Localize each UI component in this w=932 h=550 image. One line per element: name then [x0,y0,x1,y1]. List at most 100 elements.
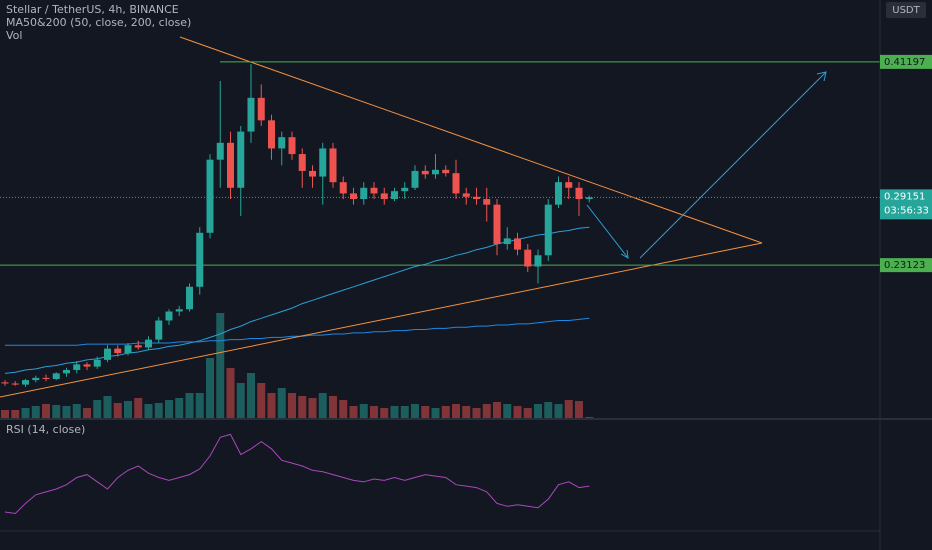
candle-body [175,309,183,312]
candle-body [534,255,542,267]
candle-body [370,187,378,194]
volume-bar [472,408,481,418]
candle-body [165,311,173,321]
trendline [0,242,763,398]
candle-body [411,170,419,188]
rsi-line [4,433,590,515]
volume-bar [554,404,563,418]
candle-body [278,137,286,149]
drawings [0,36,880,398]
volume-bar [288,393,296,418]
volume-bar [52,405,61,418]
candle-body [114,348,122,354]
candle-body [196,232,204,287]
volume-bar [359,404,368,418]
volume-bar [564,400,573,418]
volume-bar [83,408,91,418]
volume-bar [185,393,194,418]
candle-body [339,182,347,194]
chart-title: Stellar / TetherUS, 4h, BINANCE [6,3,179,16]
candle-body [421,170,429,175]
volume-bar [247,373,255,418]
volume-bar [441,406,450,418]
candle-body [401,187,409,192]
volume-bar [513,406,522,418]
candle-body [145,339,152,348]
arrow-head [816,71,827,82]
volume-bar [165,400,173,418]
candle-body [206,159,214,233]
volume-bar [236,383,245,418]
candle-body [216,142,224,160]
volume-bar [493,402,501,418]
candle-body [565,182,573,188]
rsi-label: RSI (14, close) [6,423,85,436]
volume-bar [144,404,153,418]
candle-body [1,382,9,384]
volume-bar [154,403,163,418]
volume-bar [544,402,553,418]
volume-bar [195,393,204,418]
volume-bar [134,398,143,418]
volume-bar [298,396,307,418]
currency[interactable]: USDT [892,5,920,16]
candle-body [514,238,521,250]
candle-body [22,380,29,385]
candle-body [52,373,60,379]
candle-body [268,120,275,149]
candle-body [134,345,142,348]
volume-bar [380,408,389,418]
volume-bar [216,313,225,418]
volume-bar [482,404,491,418]
candle-body [452,173,460,194]
candle-body [124,345,132,354]
candle-body [329,148,337,183]
indicator-label: MA50&200 (50, close, 200, close) [6,16,191,29]
volume-bar [411,404,419,418]
level-tag [880,54,932,69]
candle-body [11,383,19,385]
candle-body [73,364,81,370]
candle-body [483,199,491,205]
volume-bar [329,396,337,418]
volume-bar [226,368,235,418]
volume [1,313,594,418]
volume-bar [503,404,512,418]
volume-bar [431,408,440,418]
level-tag [880,258,932,273]
volume-bar [21,408,30,418]
candle-body [503,238,511,245]
volume-bar [175,398,184,418]
volume-bar [93,400,102,418]
candle-body [442,169,450,174]
candle-body [462,193,470,197]
candle-body [391,191,398,200]
candle-body [575,187,583,200]
volume-bar [575,401,583,418]
volume-bar [318,393,327,418]
volume-bar [400,406,409,418]
candle-body [63,369,70,374]
volume-bar [390,406,399,418]
volume-bar [113,403,122,418]
volume-bar [124,401,132,418]
candle-body [32,377,40,381]
candle-body [104,348,111,360]
candle-body [524,249,532,267]
candle-body [42,377,50,379]
currency-button[interactable] [886,2,926,18]
volume-bar [370,406,378,418]
candle-body [309,170,316,177]
volume-bar [267,393,276,418]
volume-bar [11,410,20,418]
level-label: 0.23123 [884,260,925,271]
volume-bar [462,406,471,418]
arrow [639,71,827,259]
candle-body [247,97,255,132]
volume-bar [31,406,40,418]
candle-body [493,204,501,245]
last-price-tag [880,189,932,220]
volume-bar [277,388,286,418]
candle-body [288,137,296,155]
